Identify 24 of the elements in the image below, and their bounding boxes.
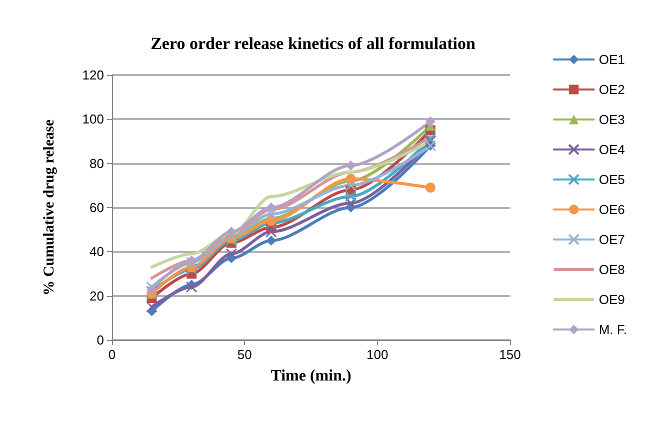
x-tick-label: 150 [499, 347, 521, 362]
y-tick-label: 40 [90, 244, 104, 260]
legend-label: M. F. [598, 322, 628, 337]
x-tick-label: 0 [108, 347, 116, 362]
legend-label: OE5 [598, 172, 625, 187]
y-axis-title: % Cumulative drug release [42, 119, 58, 296]
legend-label: OE1 [598, 52, 625, 67]
y-tick-label: 120 [82, 68, 104, 82]
legend-label: OE8 [598, 262, 625, 277]
legend-label: OE3 [598, 112, 625, 127]
y-tick-label: 100 [82, 112, 104, 127]
chart-title: Zero order release kinetics of all formulation [150, 34, 476, 53]
y-tick-label: 0 [96, 332, 104, 348]
legend-label: OE6 [598, 202, 625, 217]
legend-label: OE4 [598, 142, 625, 157]
x-axis-title: Time (min.) [270, 368, 352, 384]
y-tick-label: 20 [90, 288, 104, 304]
y-tick-label: 60 [90, 200, 104, 215]
y-tick-label: 80 [90, 156, 104, 171]
legend-label: OE9 [598, 292, 625, 307]
x-tick-label: 100 [366, 347, 388, 362]
x-tick-label: 50 [237, 347, 252, 362]
legend-label: OE2 [598, 82, 625, 97]
legend-label: OE7 [598, 232, 625, 247]
